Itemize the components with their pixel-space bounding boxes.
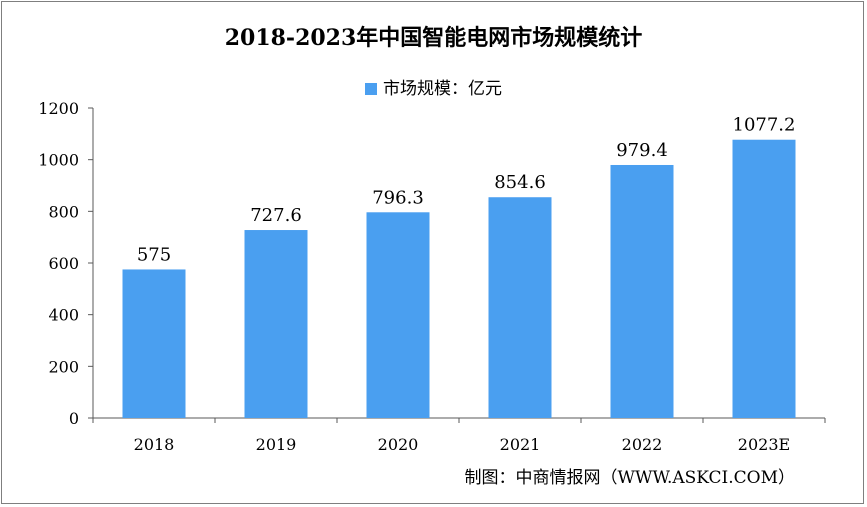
bar-2020 — [366, 212, 430, 418]
x-tick-label: 2019 — [256, 435, 297, 454]
x-tick-label: 2020 — [378, 435, 419, 454]
y-tick-label: 1200 — [38, 99, 79, 118]
chart-bars — [122, 139, 796, 418]
y-tick-label: 400 — [48, 306, 79, 325]
chart-labels: 2018 575 2019 727.6 2020 796.3 2021 854.6 2022 97… — [134, 115, 796, 454]
y-tick-label: 1000 — [38, 151, 79, 170]
bar-2021 — [488, 197, 552, 418]
y-tick-label: 800 — [48, 202, 79, 221]
data-label-2021: 854.6 — [494, 172, 546, 193]
bar-2023E — [732, 139, 796, 418]
y-tick-label: 0 — [69, 409, 79, 428]
source-note: 制图：中商情报网（WWW.ASKCI.COM） — [464, 468, 796, 488]
legend-label: 市场规模：亿元 — [383, 79, 502, 99]
y-tick-label: 200 — [48, 357, 79, 376]
data-label-2018: 575 — [137, 244, 171, 265]
bar-2022 — [610, 164, 674, 418]
chart-title: 2018-2023年中国智能电网市场规模统计 — [224, 25, 643, 51]
x-tick-label: 2023E — [738, 435, 790, 454]
bar-2018 — [122, 269, 186, 418]
x-tick-label: 2022 — [622, 435, 663, 454]
legend-swatch — [365, 83, 377, 95]
data-label-2019: 727.6 — [250, 205, 302, 226]
bar-2019 — [244, 230, 308, 418]
y-tick-label: 600 — [48, 254, 79, 273]
data-label-2023E: 1077.2 — [733, 115, 796, 136]
x-tick-label: 2021 — [500, 435, 541, 454]
chart-legend: 市场规模：亿元 — [0, 74, 867, 99]
x-tick-label: 2018 — [134, 435, 175, 454]
chart-axes: 0 200 400 600 800 1000 1200 — [38, 99, 826, 428]
data-label-2022: 979.4 — [616, 140, 668, 161]
data-label-2020: 796.3 — [372, 187, 424, 208]
